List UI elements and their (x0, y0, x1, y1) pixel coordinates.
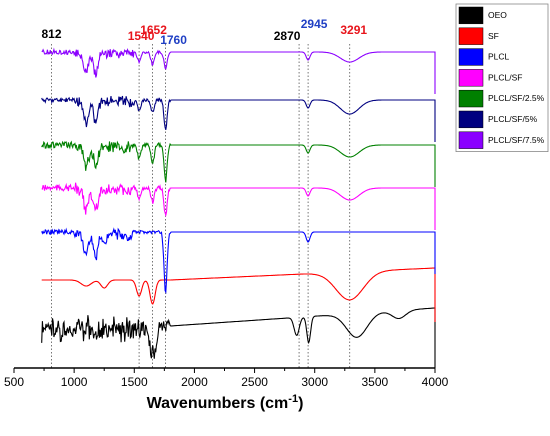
series-line-plcl (41, 227, 436, 295)
legend-label-plcl-sf: PLCL/SF (488, 72, 523, 82)
x-tick-label: 2500 (241, 375, 268, 389)
legend-swatch-plcl-sf-2-5 (458, 89, 484, 108)
x-axis: 500 1000 1500 2000 2500 3000 3500 4000 (4, 367, 449, 389)
legend-swatch-sf (458, 27, 484, 45)
legend-swatch-plcl-sf-5 (458, 110, 484, 129)
legend-label-plcl-sf-5: PLCL/SF/5% (488, 114, 538, 124)
x-tick-label: 500 (4, 375, 24, 389)
peak-label-3291: 3291 (340, 23, 367, 37)
x-tick-label: 1500 (121, 375, 148, 389)
peak-label-812: 812 (42, 27, 62, 41)
legend: OEO SF PLCL PLCL/SF PLCL/SF/2.5% PLCL/SF/5% PL… (455, 3, 549, 153)
x-tick-label: 2000 (181, 375, 208, 389)
series-line-plcl-sf-2-5 (41, 140, 436, 187)
legend-swatch-plcl-sf-7-5 (458, 131, 484, 149)
legend-label-plcl-sf-7-5: PLCL/SF/7.5% (488, 135, 545, 145)
x-tick-label: 3500 (362, 375, 389, 389)
series-line-sf (41, 267, 436, 322)
peak-label-1760: 1760 (160, 33, 187, 47)
series-line-plcl-sf-7-5 (41, 47, 436, 94)
legend-swatch-plcl (458, 48, 484, 66)
legend-label-sf: SF (488, 31, 499, 41)
legend-swatch-plcl-sf (458, 69, 484, 87)
peak-label-2870: 2870 (274, 29, 301, 43)
spectra-series (41, 47, 436, 368)
x-axis-title: Wavenumbers (cm-1) (147, 393, 304, 412)
peak-label-1540: 1540 (128, 29, 155, 43)
legend-label-plcl: PLCL (488, 52, 510, 62)
peak-label-2945: 2945 (301, 17, 328, 31)
x-tick-label: 3000 (301, 375, 328, 389)
guide-lines (51, 44, 351, 368)
series-line-oeo (41, 307, 436, 368)
x-tick-label: 1000 (61, 375, 88, 389)
legend-swatch-oeo (458, 6, 484, 25)
series-line-plcl-sf-5 (41, 95, 436, 142)
legend-label-plcl-sf-2-5: PLCL/SF/2.5% (488, 93, 545, 103)
legend-label-oeo: OEO (488, 10, 507, 20)
peak-label-1652: 1652 (140, 23, 167, 37)
series-line-plcl-sf (41, 182, 436, 230)
x-tick-label: 4000 (422, 375, 449, 389)
